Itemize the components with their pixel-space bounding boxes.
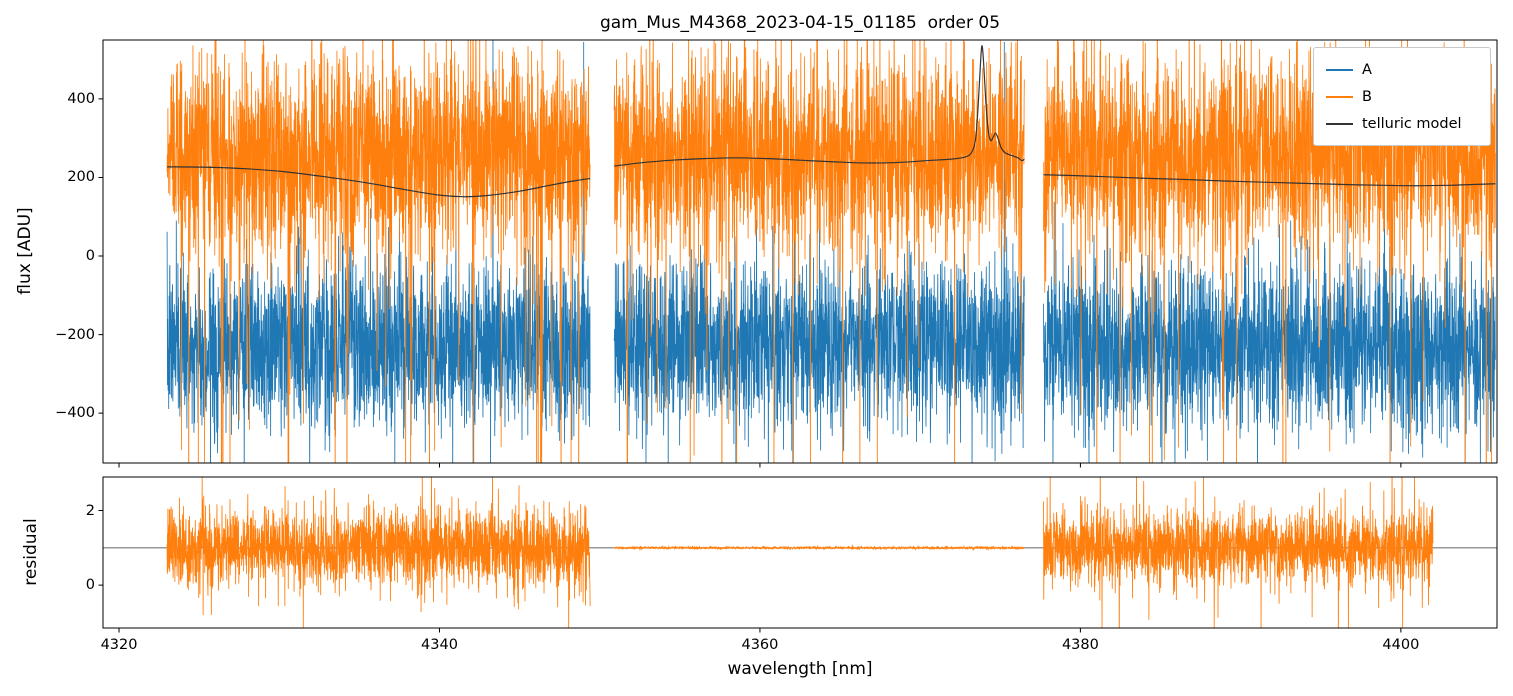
x-tick-label-4360: 4360 <box>741 637 779 653</box>
legend-label: telluric model <box>1362 115 1462 132</box>
flux-tick-label-0: 0 <box>85 248 95 265</box>
residual-axis-label: residual <box>21 518 41 586</box>
x-tick-label-4400: 4400 <box>1382 637 1420 653</box>
flux-tick-label-400: 400 <box>67 90 95 107</box>
flux-tick-label--200: −200 <box>55 326 95 343</box>
legend-entry-telluric-model: telluric model <box>1326 110 1478 137</box>
chart-title: gam_Mus_M4368_2023-04-15_01185 order 05 <box>599 13 1001 33</box>
legend-line-sample-telluric-model <box>1326 122 1353 125</box>
legend-line-sample-A <box>1326 68 1353 71</box>
residual-tick-label-2: 2 <box>85 502 95 519</box>
residual-tick-label-0: 0 <box>85 577 95 594</box>
flux-tick-label-200: 200 <box>67 169 95 186</box>
x-tick-label-4340: 4340 <box>421 637 458 653</box>
legend-entry-A: A <box>1326 56 1478 83</box>
legend-label: A <box>1362 61 1372 78</box>
legend-line-sample-B <box>1326 95 1353 98</box>
x-tick-label-4320: 4320 <box>100 637 138 653</box>
x-tick-label-4380: 4380 <box>1061 637 1099 653</box>
flux-tick-label--400: −400 <box>55 405 95 422</box>
legend-entry-B: B <box>1326 83 1478 110</box>
legend-label: B <box>1362 88 1372 105</box>
flux-axis-label: flux [ADU] <box>15 207 35 295</box>
wavelength-axis-label: wavelength [nm] <box>727 659 873 679</box>
